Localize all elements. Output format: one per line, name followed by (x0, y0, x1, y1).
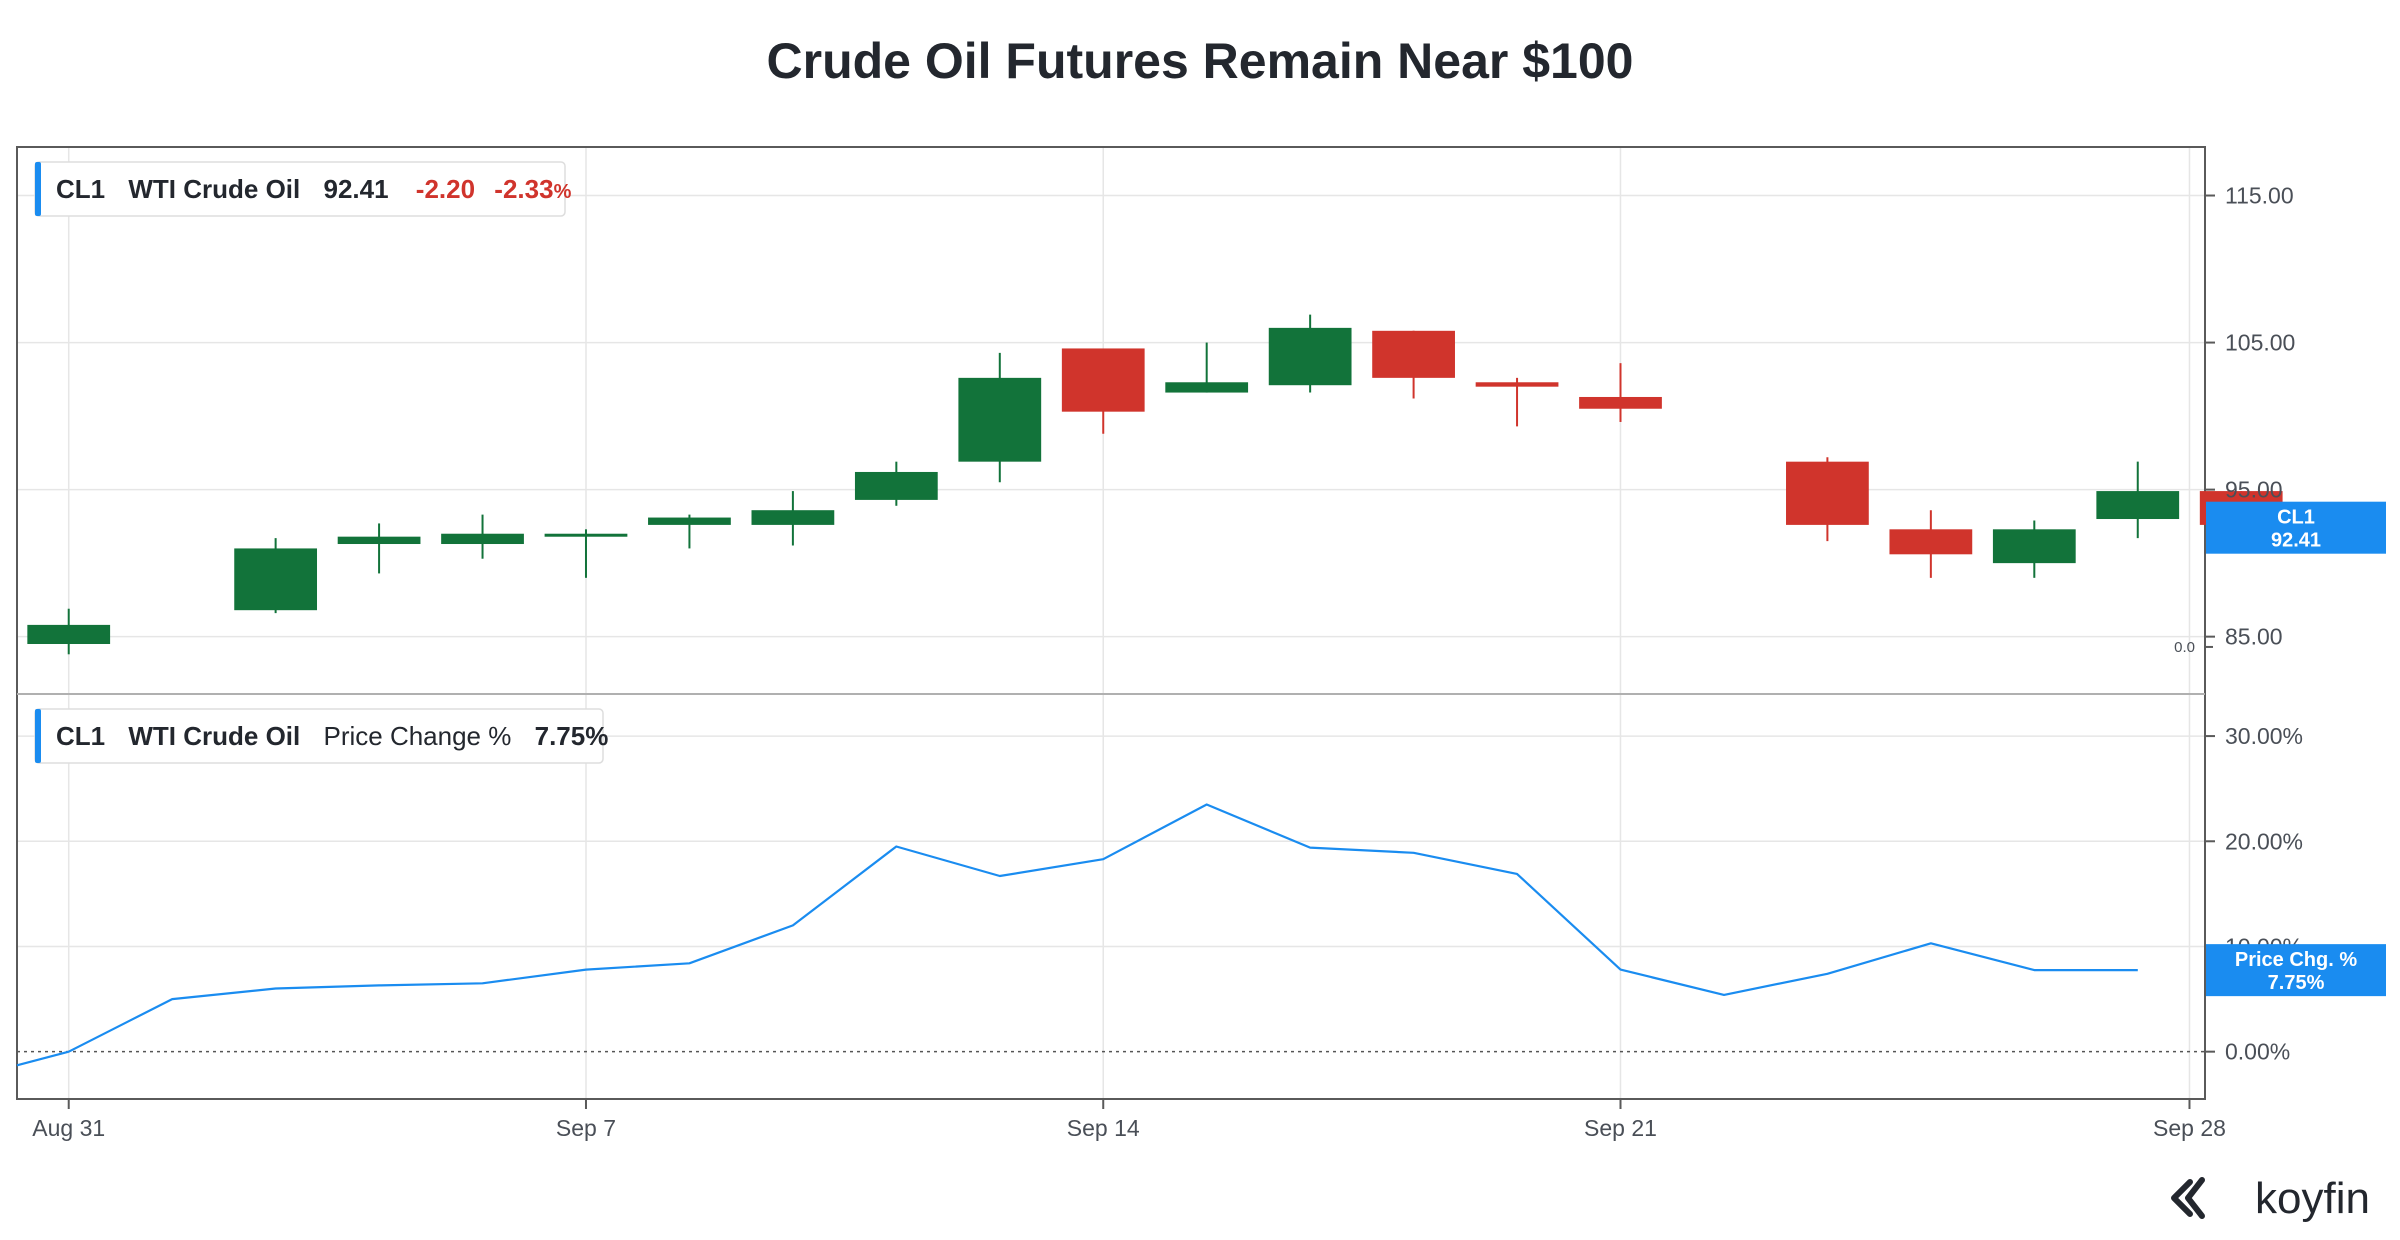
candle-down (1372, 330, 1455, 378)
price-legend-pct-sign: % (554, 181, 572, 203)
candle-up (441, 533, 524, 545)
price-legend: CL1 WTI Crude Oil 92.41 -2.20 -2.33% (34, 161, 572, 217)
change-legend: CL1 WTI Crude Oil Price Change % 7.75% (34, 708, 608, 764)
candle-down (1579, 396, 1662, 409)
change-y-tick-label: 30.00% (2225, 723, 2303, 749)
change-legend-name: WTI Crude Oil (128, 721, 300, 751)
x-tick-label: Sep 7 (556, 1115, 616, 1141)
candle-down (1061, 348, 1145, 412)
candle-up (1992, 529, 2076, 564)
candle-down (1889, 529, 1973, 555)
candle-up (958, 377, 1042, 462)
candle-up (648, 517, 731, 525)
change-legend-ticker: CL1 (56, 721, 105, 751)
price-y-tick-label: 105.00 (2225, 330, 2295, 356)
price-legend-accent (35, 162, 41, 216)
change-y-tick-label: 0.00% (2225, 1039, 2290, 1065)
change-legend-metric: Price Change % (323, 721, 511, 751)
chart-title: Crude Oil Futures Remain Near $100 (767, 33, 1634, 89)
price-legend-name: WTI Crude Oil (128, 174, 300, 204)
candle-down (1786, 461, 1869, 525)
change-legend-value: 7.75% (535, 721, 609, 751)
grid (17, 147, 2205, 1099)
price-y-tick-label: 95.00 (2225, 477, 2283, 503)
candle-up (544, 533, 628, 537)
price-legend-ticker: CL1 (56, 174, 105, 204)
change-last-tag-box (2206, 944, 2386, 997)
x-tick-label: Sep 21 (1584, 1115, 1657, 1141)
svg-text:CL1 WTI Crude Oil: CL1 WTI Crude Oil Price Change % 7.75% (56, 721, 608, 751)
price-zero-marker: 0.0 (2174, 639, 2195, 656)
price-y-tick-label: 115.00 (2225, 183, 2294, 209)
change-last-tag-label: Price Chg. % (2235, 949, 2357, 971)
candle-up (337, 536, 421, 545)
change-last-tag: Price Chg. % 7.75% (2206, 944, 2386, 997)
price-last-tag-value: 92.41 (2271, 530, 2321, 552)
candle-down (1475, 382, 1559, 387)
axes: Aug 31 Sep 7 Sep 14 Sep 21 Sep 28 85.00 95.00 1… (32, 183, 2303, 1141)
price-change-line (16, 803, 2138, 1067)
svg-text:CL1 WTI Crude Oil: CL1 WTI Crude Oil 92.41 -2.20 -2.33% (56, 174, 572, 204)
koyfin-wordmark: koyfin (2255, 1174, 2370, 1223)
candle-up (854, 471, 938, 500)
price-change-series (16, 803, 2138, 1067)
candle-up (751, 510, 835, 525)
price-last-tag: CL1 92.41 (2206, 501, 2386, 554)
candles (27, 314, 2283, 655)
candle-up (2096, 491, 2180, 520)
koyfin-logo: koyfin (2171, 1174, 2370, 1223)
candle-up (27, 624, 111, 645)
change-y-tick-label: 20.00% (2225, 828, 2303, 854)
price-legend-change-pct: -2.33 (494, 174, 553, 204)
koyfin-mark-icon (2171, 1177, 2205, 1219)
change-last-tag-value: 7.75% (2268, 972, 2325, 994)
price-panel-frame (16, 146, 2206, 695)
change-legend-accent (35, 709, 41, 763)
x-tick-label: Aug 31 (32, 1115, 105, 1141)
price-legend-last: 92.41 (323, 174, 388, 204)
price-last-tag-ticker: CL1 (2277, 507, 2315, 529)
x-tick-label: Sep 14 (1067, 1115, 1140, 1141)
x-tick-label: Sep 28 (2153, 1115, 2226, 1141)
candle-up (234, 548, 318, 611)
candle-up (1268, 327, 1352, 386)
price-last-tag-box (2206, 501, 2386, 554)
price-y-tick-label: 85.00 (2225, 624, 2283, 650)
candle-up (1165, 382, 1249, 393)
price-legend-change: -2.20 (416, 174, 475, 204)
